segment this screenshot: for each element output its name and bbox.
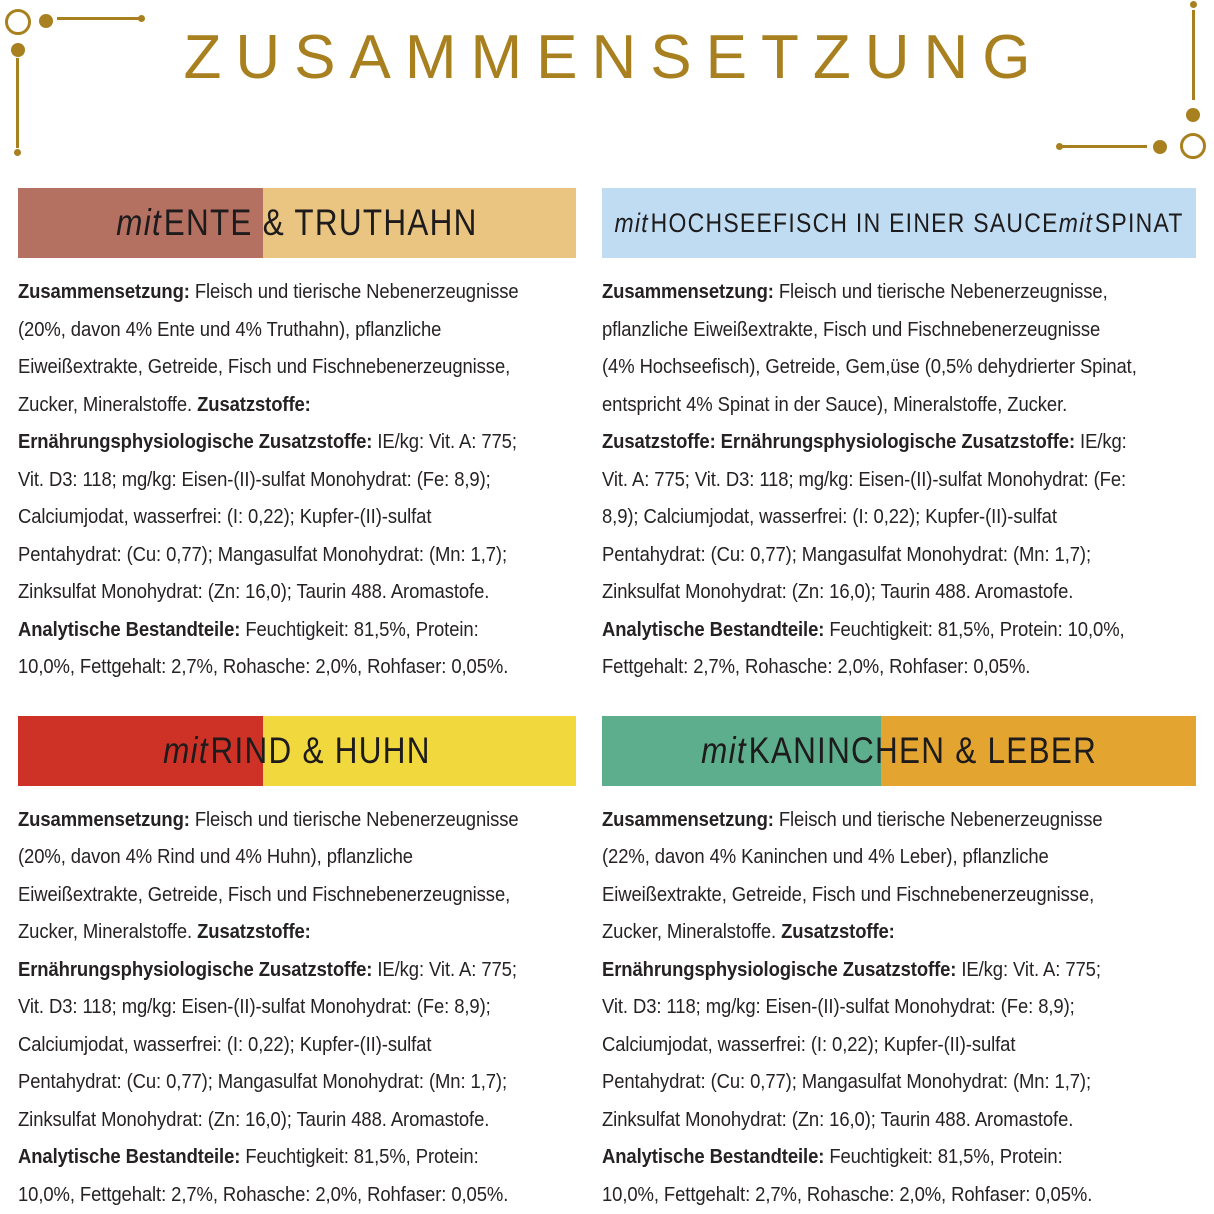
body-line: Ernährungsphysiologische Zusatzstoffe: I… bbox=[601, 957, 1101, 981]
product-header: mit KANINCHEN & LEBER bbox=[601, 715, 1196, 786]
body-line: Zusammensetzung: Fleisch und tierische N… bbox=[18, 807, 519, 831]
body-line: Fettgehalt: 2,7%, Rohasche: 2,0%, Rohfas… bbox=[601, 655, 1031, 678]
header-color-right bbox=[263, 188, 576, 258]
ornament-dot-icon bbox=[1190, 1, 1197, 8]
body-line: Pentahydrat: (Cu: 0,77); Mangasulfat Mon… bbox=[601, 542, 1091, 566]
header-color-right bbox=[881, 715, 1196, 786]
ornament-dot-icon bbox=[1186, 108, 1200, 122]
body-line: Calciumjodat, wasserfrei: (I: 0,22); Kup… bbox=[18, 505, 432, 528]
body-line: Zinksulfat Monohydrat: (Zn: 16,0); Tauri… bbox=[601, 580, 1074, 603]
product-section: mit KANINCHEN & LEBER Zusammensetzung: F… bbox=[601, 715, 1196, 1214]
body-line: 10,0%, Fettgehalt: 2,7%, Rohasche: 2,0%,… bbox=[601, 1182, 1093, 1206]
body-line: Ernährungsphysiologische Zusatzstoffe: I… bbox=[18, 957, 517, 981]
body-line: Vit. A: 775; Vit. D3: 118; mg/kg: Eisen-… bbox=[601, 467, 1126, 491]
ornament-line bbox=[1057, 145, 1147, 148]
body-line: Analytische Bestandteile: Feuchtigkeit: … bbox=[601, 1145, 1063, 1168]
product-section: mit HOCHSEEFISCH IN EINER SAUCE mit SPIN… bbox=[601, 188, 1196, 686]
body-line: Pentahydrat: (Cu: 0,77); Mangasulfat Mon… bbox=[601, 1070, 1091, 1093]
ornament-circle-icon bbox=[5, 9, 31, 35]
body-line: Zinksulfat Monohydrat: (Zn: 16,0); Tauri… bbox=[601, 1107, 1074, 1131]
body-line: (22%, davon 4% Kaninchen und 4% Leber), … bbox=[601, 845, 1049, 868]
product-section: mit RIND & HUHN Zusammensetzung: Fleisch… bbox=[18, 715, 576, 1214]
body-line: Eiweißextrakte, Getreide, Fisch und Fisc… bbox=[601, 882, 1094, 906]
masthead: ZUSAMMENSETZUNG bbox=[0, 0, 1214, 188]
product-section: mit ENTE & TRUTHAHN Zusammensetzung: Fle… bbox=[18, 188, 576, 686]
ingredients-text: Zusammensetzung: Fleisch und tierische N… bbox=[602, 273, 1196, 686]
body-line: Analytische Bestandteile: Feuchtigkeit: … bbox=[18, 617, 479, 641]
ingredients-text: Zusammensetzung: Fleisch und tierische N… bbox=[602, 801, 1196, 1214]
body-line: Zucker, Mineralstoffe. Zusatzstoffe: bbox=[18, 920, 311, 943]
ornament-dot-icon bbox=[14, 149, 21, 156]
product-header: mit HOCHSEEFISCH IN EINER SAUCE mit SPIN… bbox=[601, 188, 1196, 258]
ornament-dot-icon bbox=[39, 14, 53, 28]
product-name: mit KANINCHEN & LEBER bbox=[700, 729, 1097, 771]
header-color-right bbox=[898, 188, 1196, 258]
ingredients-text: Zusammensetzung: Fleisch und tierische N… bbox=[18, 801, 576, 1214]
body-line: Zusammensetzung: Fleisch und tierische N… bbox=[601, 807, 1103, 831]
ornament-line bbox=[16, 58, 19, 148]
product-header: mit RIND & HUHN bbox=[18, 715, 576, 786]
product-name: mit ENTE & TRUTHAHN bbox=[116, 202, 478, 243]
body-line: Calciumjodat, wasserfrei: (I: 0,22); Kup… bbox=[18, 1032, 432, 1056]
body-line: Vit. D3: 118; mg/kg: Eisen-(II)-sulfat M… bbox=[18, 467, 491, 491]
header-color-left bbox=[601, 715, 882, 786]
body-line: Vit. D3: 118; mg/kg: Eisen-(II)-sulfat M… bbox=[601, 995, 1075, 1018]
body-line: Calciumjodat, wasserfrei: (I: 0,22); Kup… bbox=[601, 1032, 1016, 1056]
body-line: Ernährungsphysiologische Zusatzstoffe: I… bbox=[18, 430, 517, 453]
ornament-dot-icon bbox=[1153, 140, 1167, 154]
body-line: Zusammensetzung: Fleisch und tierische N… bbox=[601, 280, 1108, 303]
body-line: Zusammensetzung: Fleisch und tierische N… bbox=[18, 280, 519, 303]
body-line: Zusatzstoffe: Ernährungsphysiologische Z… bbox=[601, 430, 1127, 453]
header-color-left bbox=[18, 715, 264, 786]
ornament-dot-icon bbox=[11, 43, 25, 57]
body-line: (20%, davon 4% Rind und 4% Huhn), pflanz… bbox=[18, 845, 413, 868]
ingredients-text: Zusammensetzung: Fleisch und tierische N… bbox=[18, 273, 576, 686]
body-line: Pentahydrat: (Cu: 0,77); Mangasulfat Mon… bbox=[18, 1070, 507, 1093]
body-line: 10,0%, Fettgehalt: 2,7%, Rohasche: 2,0%,… bbox=[18, 1182, 509, 1206]
body-line: Analytische Bestandteile: Feuchtigkeit: … bbox=[601, 617, 1125, 641]
ornament-dot-icon bbox=[1056, 143, 1063, 150]
sections-grid: mit ENTE & TRUTHAHN Zusammensetzung: Fle… bbox=[0, 188, 1214, 1213]
body-line: Analytische Bestandteile: Feuchtigkeit: … bbox=[18, 1145, 479, 1168]
header-color-left bbox=[18, 188, 264, 258]
ornament-line bbox=[1192, 10, 1195, 100]
body-line: Zucker, Mineralstoffe. Zusatzstoffe: bbox=[18, 392, 311, 416]
body-line: Vit. D3: 118; mg/kg: Eisen-(II)-sulfat M… bbox=[18, 995, 491, 1018]
body-line: (4% Hochseefisch), Getreide, Gem,üse (0,… bbox=[601, 355, 1137, 378]
ornament-circle-icon bbox=[1180, 133, 1206, 159]
body-line: Zinksulfat Monohydrat: (Zn: 16,0); Tauri… bbox=[18, 580, 490, 603]
product-header: mit ENTE & TRUTHAHN bbox=[18, 188, 576, 258]
body-line: 8,9); Calciumjodat, wasserfrei: (I: 0,22… bbox=[601, 505, 1057, 528]
body-line: Zucker, Mineralstoffe. Zusatzstoffe: bbox=[601, 920, 895, 943]
header-color-left bbox=[601, 188, 899, 258]
body-line: 10,0%, Fettgehalt: 2,7%, Rohasche: 2,0%,… bbox=[18, 655, 509, 678]
ornament-line bbox=[57, 17, 141, 20]
page-title: ZUSAMMENSETZUNG bbox=[183, 23, 1045, 92]
body-line: Eiweißextrakte, Getreide, Fisch und Fisc… bbox=[18, 882, 511, 906]
body-line: Zinksulfat Monohydrat: (Zn: 16,0); Tauri… bbox=[18, 1107, 490, 1131]
header-color-right bbox=[263, 715, 576, 786]
product-name: mit HOCHSEEFISCH IN EINER SAUCE mit SPIN… bbox=[614, 207, 1184, 238]
ornament-dot-icon bbox=[138, 15, 145, 22]
body-line: Pentahydrat: (Cu: 0,77); Mangasulfat Mon… bbox=[18, 542, 507, 566]
body-line: entspricht 4% Spinat in der Sauce), Mine… bbox=[601, 392, 1067, 416]
body-line: (20%, davon 4% Ente und 4% Truthahn), pf… bbox=[18, 317, 442, 341]
product-name: mit RIND & HUHN bbox=[163, 729, 431, 771]
body-line: Eiweißextrakte, Getreide, Fisch und Fisc… bbox=[18, 355, 511, 378]
body-line: pflanzliche Eiweißextrakte, Fisch und Fi… bbox=[601, 317, 1101, 341]
